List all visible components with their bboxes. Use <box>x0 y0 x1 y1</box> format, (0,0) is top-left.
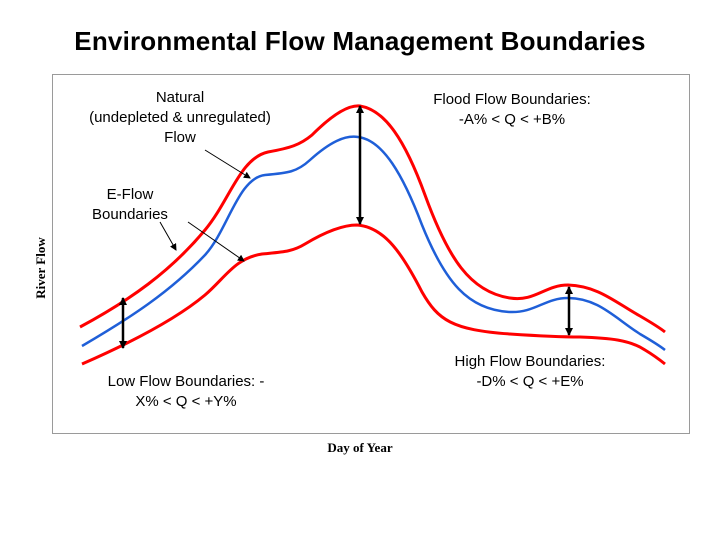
low-boundary-annotation: Low Flow Boundaries: - X% < Q < +Y% <box>86 372 286 412</box>
natural-flow-leader <box>204 149 251 179</box>
lower-boundary-curve <box>81 223 666 366</box>
natural-flow-curve <box>81 135 666 351</box>
x-axis-label: Day of Year <box>327 440 393 455</box>
natural-flow-annotation: Natural (undepleted & unregulated) Flow <box>70 88 290 148</box>
flood-boundary-annotation: Flood Flow Boundaries: -A% < Q < +B% <box>412 90 612 130</box>
high-label-line1: High Flow Boundaries: <box>454 353 606 370</box>
high-boundary-annotation: High Flow Boundaries: -D% < Q < +E% <box>430 352 630 392</box>
high-label-line2: -D% < Q < +E% <box>476 373 584 390</box>
low-label-line1: Low Flow Boundaries: - <box>107 373 265 390</box>
diagram-title: Environmental Flow Management Boundaries <box>74 26 646 56</box>
natural-label-line2: (undepleted & unregulated) <box>89 109 271 126</box>
eflow-upper-leader <box>159 221 177 251</box>
eflow-label-line1: E-Flow <box>106 186 154 203</box>
natural-label-line3: Flow <box>164 129 196 146</box>
low-label-line2: X% < Q < +Y% <box>135 393 237 410</box>
eflow-annotation: E-Flow Boundaries <box>80 185 180 225</box>
plot-frame <box>52 74 690 434</box>
flood-label-line2: -A% < Q < +B% <box>458 111 566 128</box>
upper-boundary-curve <box>79 104 666 334</box>
natural-label-line1: Natural <box>155 89 205 106</box>
eflow-lower-leader <box>187 221 245 262</box>
eflow-label-line2: Boundaries <box>92 206 168 223</box>
flood-label-line1: Flood Flow Boundaries: <box>433 91 591 108</box>
